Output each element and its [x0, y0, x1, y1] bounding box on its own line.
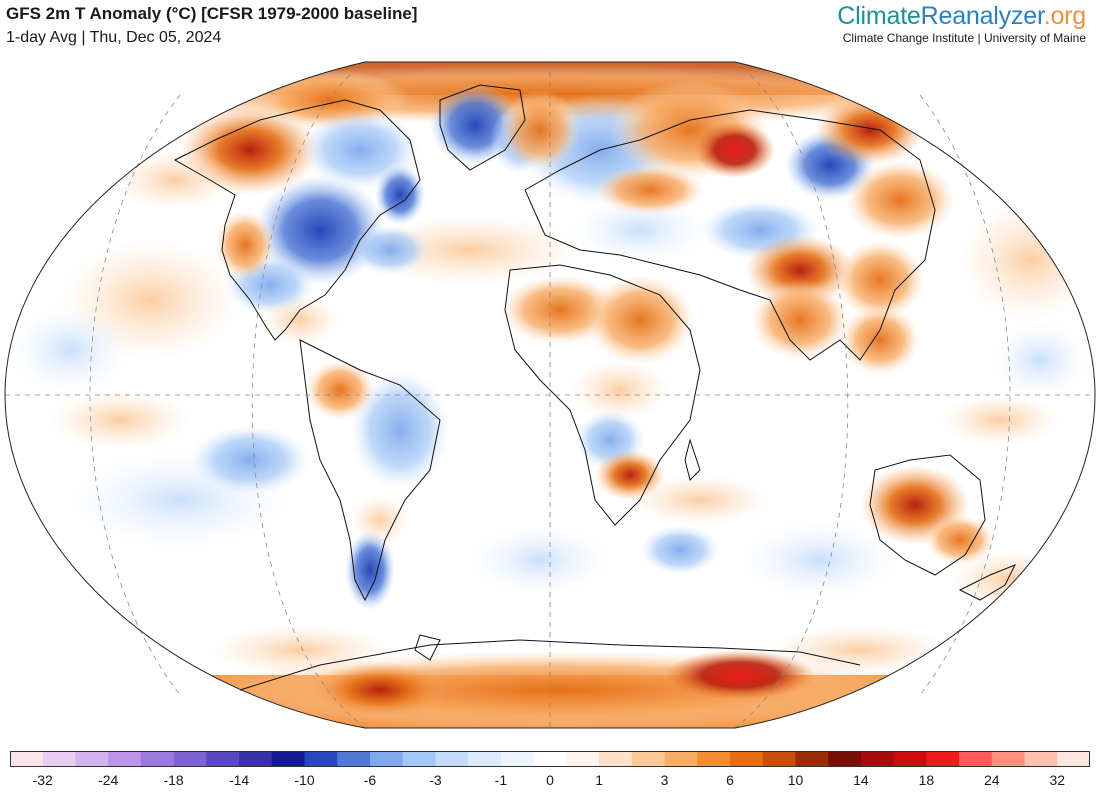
colorbar-swatch — [795, 751, 829, 767]
colorbar-swatch — [664, 751, 698, 767]
colorbar-swatch — [468, 751, 502, 767]
colorbar-tick-label: 32 — [1049, 772, 1066, 788]
colorbar-swatch — [304, 751, 338, 767]
colorbar-swatch — [893, 751, 927, 767]
colorbar-swatch — [239, 751, 273, 767]
brand-tagline: Climate Change Institute | University of… — [842, 31, 1086, 45]
colorbar-tick-label: -24 — [98, 772, 119, 788]
colorbar-swatch — [271, 751, 306, 767]
brand-logo[interactable]: ClimateReanalyzer.org — [837, 2, 1086, 31]
colorbar-swatch — [10, 751, 44, 767]
colorbar-swatch — [1024, 751, 1058, 767]
colorbar-tick-label: 14 — [853, 772, 869, 788]
brand-logo-part3: .org — [1043, 2, 1086, 30]
graticule — [5, 61, 1095, 729]
colorbar-swatch — [762, 751, 796, 767]
colorbar-swatch — [828, 751, 862, 767]
colorbar-tick-label: -14 — [228, 772, 250, 788]
brand-logo-part1: Climate — [837, 2, 921, 30]
brand-block: ClimateReanalyzer.org Climate Change Ins… — [837, 2, 1086, 45]
colorbar-tick-label: 18 — [918, 772, 935, 788]
colorbar-swatch — [599, 751, 633, 767]
colorbar-tick-label: 10 — [787, 772, 804, 788]
brand-logo-part2: Reanalyzer — [920, 2, 1044, 30]
colorbar-swatch — [500, 751, 535, 767]
colorbar-tick-label: -1 — [494, 772, 508, 788]
colorbar-swatch — [566, 751, 600, 767]
colorbar-tick-label: 0 — [546, 772, 554, 788]
map-subtitle: 1-day Avg | Thu, Dec 05, 2024 — [6, 29, 222, 46]
colorbar-tick-label: -32 — [32, 772, 53, 788]
colorbar-swatch — [42, 751, 76, 767]
colorbar-tick-label: 24 — [984, 772, 1000, 788]
colorbar-labels: -32 -24 -18 -14 -10 -6 -3 -1 0 1 3 6 10 14 18 24 32 — [0, 772, 1100, 792]
colorbar-swatch — [697, 751, 731, 767]
colorbar-tick-label: -18 — [163, 772, 184, 788]
colorbar-swatch — [991, 751, 1026, 767]
colorbar-tick-label: 6 — [726, 772, 734, 788]
globe-outline — [4, 61, 1096, 729]
colorbar-swatch — [140, 751, 175, 767]
colorbar-swatch — [402, 751, 436, 767]
colorbar-tick-label: 3 — [660, 772, 669, 788]
colorbar-swatch — [337, 751, 371, 767]
colorbar-swatch — [533, 751, 567, 767]
colorbar-swatch — [730, 751, 764, 767]
colorbar-swatch — [860, 751, 895, 767]
colorbar-tick-label: -6 — [363, 772, 377, 788]
colorbar-swatch — [959, 751, 993, 767]
colorbar-tick-label: -10 — [294, 772, 315, 788]
colorbar-swatch — [370, 751, 404, 767]
colorbar-swatch — [108, 751, 142, 767]
colorbar-border — [10, 751, 1090, 767]
colorbar — [10, 751, 1090, 767]
colorbar-swatch — [173, 751, 207, 767]
colorbar-swatch — [206, 751, 240, 767]
colorbar-swatch — [1057, 751, 1090, 767]
colorbar-swatch — [926, 751, 960, 767]
colorbar-tick-label: -3 — [429, 772, 442, 788]
colorbar-swatch — [631, 751, 666, 767]
map-title: GFS 2m T Anomaly (°C) [CFSR 1979-2000 ba… — [6, 4, 418, 23]
coastlines — [173, 84, 1017, 691]
colorbar-swatch — [435, 751, 469, 767]
anomaly-map — [4, 61, 1096, 729]
colorbar-tick-label: 1 — [595, 772, 603, 788]
colorbar-swatch — [75, 751, 109, 767]
